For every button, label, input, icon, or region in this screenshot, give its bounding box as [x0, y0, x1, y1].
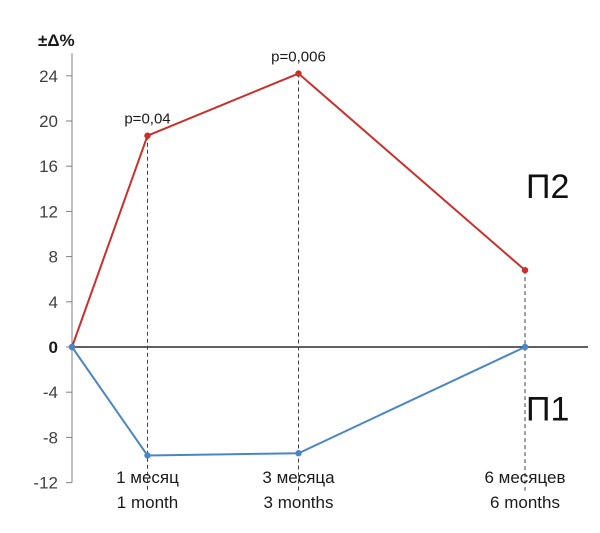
- x-category-label-en: 3 months: [264, 493, 334, 512]
- y-tick-label: 8: [49, 248, 58, 267]
- y-tick-label: -12: [33, 474, 58, 493]
- p-value-annotation: p=0,04: [124, 111, 170, 128]
- x-category-label-en: 1 month: [117, 493, 178, 512]
- y-axis-label: ±Δ%: [38, 31, 75, 50]
- series-line-1: [71, 346, 526, 457]
- y-tick-label: 24: [39, 67, 58, 86]
- series-point-1: [144, 452, 151, 459]
- dashed-guides: [147, 73, 526, 491]
- series-point-1: [295, 450, 302, 457]
- x-category-label: 1 месяц: [116, 468, 179, 487]
- axes: [66, 53, 588, 484]
- y-tick-label: 0: [49, 338, 58, 357]
- series-name-label: П2: [526, 168, 569, 206]
- x-category-label-en: 6 months: [490, 493, 560, 512]
- y-tick-label: 20: [39, 112, 58, 131]
- series-point-1: [68, 343, 76, 351]
- p-value-annotation: p=0,006: [271, 49, 326, 66]
- series-lines: [68, 70, 529, 459]
- series-line-0: [71, 72, 526, 348]
- y-tick-label: -4: [43, 383, 58, 402]
- series-point-0: [144, 132, 151, 139]
- y-tick-label: 12: [39, 202, 58, 221]
- series-point-1: [521, 343, 529, 351]
- series-point-0: [295, 70, 302, 77]
- y-tick-label: -8: [43, 428, 58, 447]
- series-point-0: [521, 266, 529, 274]
- x-category-label: 3 месяца: [262, 468, 335, 487]
- series-name-label: П1: [526, 390, 569, 428]
- y-tick-label: 16: [39, 157, 58, 176]
- x-category-label: 6 месяцев: [484, 468, 565, 487]
- y-tick-label: 4: [49, 293, 58, 312]
- labels: 24 20 16 12 8 4 0 -4 -8 -12 П2 П1 p=0,04 p=0,006 1 мес…: [33, 49, 569, 512]
